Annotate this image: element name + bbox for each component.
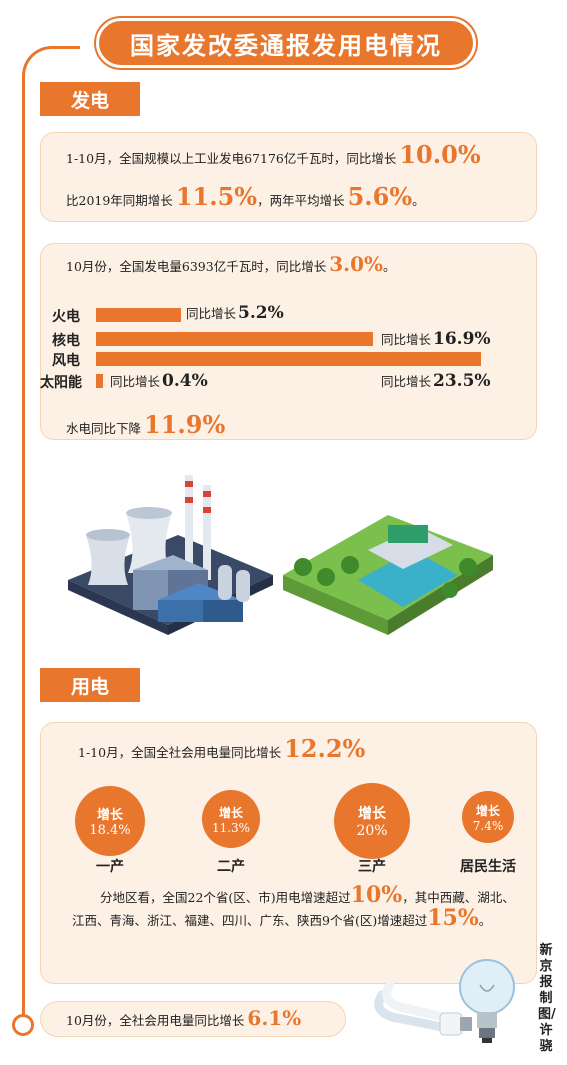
generation-line-2-value-a: 11.5% [175, 182, 258, 211]
bar-value-solar: 同比增长 0.4% [110, 371, 208, 391]
consumption-line-1-value: 12.2% [284, 734, 366, 763]
bar-value-wind-number: 23.5% [433, 371, 491, 391]
chimney-icon-2 [203, 485, 211, 580]
bar-value-solar-prefix: 同比增长 [110, 374, 161, 389]
growth-circle-secondary: 增长 11.3% [202, 790, 260, 848]
growth-circle-primary-top: 增长 [96, 808, 123, 823]
incandescent-bulb-icon [459, 959, 515, 1043]
growth-circle-tertiary-top: 增长 [358, 806, 386, 822]
cfl-bulb-icon [374, 980, 472, 1036]
growth-circle-residential-top: 增长 [475, 803, 500, 818]
bar-label-wind: 风电 [52, 353, 80, 369]
bar-value-nuclear-number: 16.9% [433, 329, 491, 349]
growth-circle-secondary-top: 增长 [218, 805, 243, 820]
bar-value-nuclear-prefix: 同比增长 [381, 332, 432, 347]
bar-value-nuclear: 同比增长 16.9% [381, 329, 491, 349]
generation-line-2: 比2019年同期增长 11.5% ，两年平均增长 5.6% 。 [66, 182, 425, 211]
growth-circle-secondary-value: 11.3% [211, 820, 251, 835]
consumption-line-1-text: 1-10月，全国全社会用电量同比增长 [78, 745, 282, 760]
october-consumption-text: 10月份，全社会用电量同比增长 [66, 1013, 245, 1028]
bar-label-solar: 太阳能 [40, 375, 82, 391]
bar-value-wind: 同比增长 23.5% [381, 371, 491, 391]
hydro-text: 水电同比下降 [66, 421, 142, 436]
category-label-residential: 居民生活 [460, 859, 516, 875]
october-consumption-value: 6.1% [247, 1006, 302, 1030]
category-label-secondary: 二产 [217, 859, 245, 875]
bar-value-wind-prefix: 同比增长 [381, 374, 432, 389]
generation-line-1-text: 1-10月，全国规模以上工业发电67176亿千瓦时，同比增长 [66, 151, 397, 166]
tree-icon [294, 558, 312, 576]
section-tag-consumption-label: 用电 [70, 675, 109, 698]
consumption-line-1: 1-10月，全国全社会用电量同比增长 12.2% [78, 734, 365, 763]
timeline-end-dot [12, 1014, 34, 1036]
timeline-line [22, 46, 80, 1024]
generation-summary-panel [40, 132, 537, 222]
page-title: 国家发改委通报发用电情况 [130, 31, 442, 60]
section-tag-generation: 发电 [40, 82, 140, 116]
category-label-primary: 一产 [96, 859, 124, 875]
power-plant-illustration [68, 466, 493, 635]
generation-line-2-text-b: ，两年平均增长 [257, 193, 345, 208]
bar-value-solar-number: 0.4% [162, 371, 208, 391]
pylon-icon [305, 474, 327, 526]
bar-wind [96, 352, 481, 366]
generation-october-value: 3.0% [329, 252, 384, 276]
category-label-tertiary: 三产 [358, 859, 386, 875]
growth-circle-primary: 增长 18.4% [75, 786, 145, 856]
bar-label-thermal: 火电 [52, 309, 80, 325]
generation-october-end: 。 [383, 259, 396, 274]
bar-value-thermal-prefix: 同比增长 [186, 306, 237, 321]
regional-paragraph-b: ，其中西藏、湖北、江西、青海、浙江、福建、四川、广东、陕西9个省(区)增速超过 [72, 890, 515, 928]
growth-circle-residential-value: 7.4% [472, 818, 504, 833]
pylon-icon-2 [337, 466, 359, 516]
bar-label-nuclear: 核电 [52, 333, 80, 349]
generation-october-text: 10月份，全国发电量6393亿千瓦时，同比增长 [66, 259, 327, 274]
water-icon [358, 550, 458, 607]
bar-solar [96, 374, 103, 388]
cooling-tower-icon [86, 535, 130, 585]
dam-icon [368, 527, 453, 569]
regional-paragraph-a: 分地区看，全国22个省(区、市)用电增速超过 [100, 890, 351, 905]
bar-thermal [96, 308, 181, 322]
regional-paragraph-end: 。 [478, 913, 492, 928]
growth-circle-residential: 增长 7.4% [462, 791, 514, 843]
generation-line-2-value-b: 5.6% [347, 182, 413, 211]
october-consumption-line: 10月份，全社会用电量同比增长 6.1% [66, 1006, 301, 1030]
title-banner: 国家发改委通报发用电情况 [96, 18, 476, 68]
regional-paragraph-value-2: 15% [427, 905, 479, 931]
generation-october-line: 10月份，全国发电量6393亿千瓦时，同比增长 3.0% 。 [66, 252, 396, 276]
growth-circle-tertiary-value: 20% [356, 823, 388, 839]
generation-line-2-end: 。 [412, 193, 425, 208]
regional-paragraph: 分地区看，全国22个省(区、市)用电增速超过10%，其中西藏、湖北、江西、青海、… [72, 882, 522, 931]
generation-line-1: 1-10月，全国规模以上工业发电67176亿千瓦时，同比增长 10.0% [66, 140, 481, 169]
consumption-panel [40, 722, 537, 984]
section-tag-generation-label: 发电 [70, 89, 109, 112]
growth-circle-tertiary: 增长 20% [334, 783, 410, 859]
hydro-value: 11.9% [144, 410, 226, 439]
regional-paragraph-value-1: 10% [350, 882, 403, 908]
bar-nuclear [96, 332, 373, 346]
bar-value-thermal: 同比增长 5.2% [186, 303, 284, 323]
hydro-line: 水电同比下降 11.9% [66, 410, 225, 439]
bar-value-thermal-number: 5.2% [238, 303, 284, 323]
light-bulbs-illustration [374, 959, 515, 1043]
section-tag-consumption: 用电 [40, 668, 140, 702]
growth-circle-primary-value: 18.4% [89, 823, 131, 838]
chimney-icon [185, 475, 193, 575]
generation-line-2-text-a: 比2019年同期增长 [66, 193, 173, 208]
generation-line-1-value: 10.0% [399, 140, 481, 169]
cooling-tower-icon-2 [126, 513, 172, 573]
credit-label: 新京报制图/许骁 [538, 943, 556, 1054]
october-consumption-pill [40, 1001, 346, 1037]
